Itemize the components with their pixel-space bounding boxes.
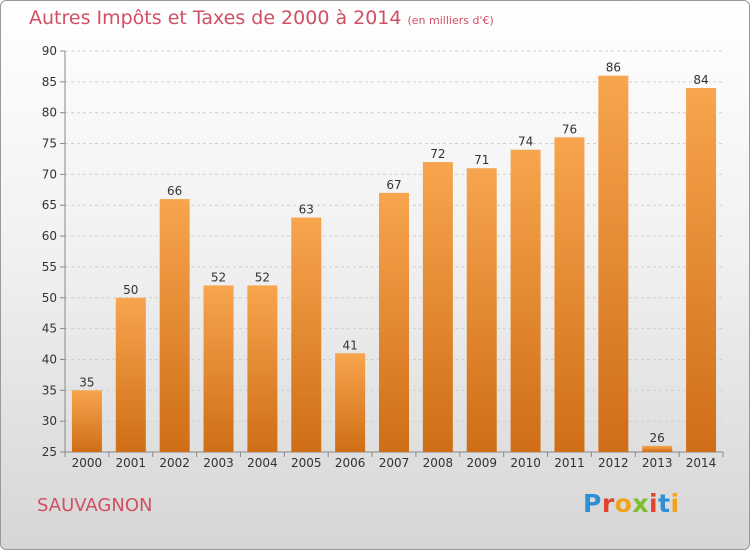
data-label: 52 [211,270,226,284]
logo-letter: o [614,489,633,518]
logo-letter: P [583,489,602,518]
x-tick-label: 2004 [247,456,278,470]
y-tick-label: 25 [42,445,57,459]
x-tick-label: 2002 [159,456,190,470]
bar [510,149,541,452]
y-tick-label: 70 [42,167,57,181]
data-label: 52 [255,270,270,284]
logo-letter: i [649,489,659,518]
bar [598,75,629,452]
data-labels: 35 50 66 52 52 63 41 67 72 71 74 76 86 26 84 [79,61,708,445]
y-tick-label: 30 [42,414,57,428]
y-tick-label: 50 [42,291,57,305]
logo-letter: x [632,489,649,518]
y-tick-label: 60 [42,229,57,243]
bar [291,217,322,452]
x-tick-label: 2006 [335,456,366,470]
bar [247,285,278,452]
y-tick-label: 65 [42,198,57,212]
data-label: 35 [79,375,94,389]
data-label: 41 [342,338,357,352]
x-tick-label: 2000 [72,456,103,470]
bar [335,353,366,452]
y-tick-labels: 25 30 35 40 45 50 55 60 65 70 75 80 85 90 [42,44,57,459]
x-tick-label: 2009 [466,456,497,470]
bar [115,297,146,452]
x-tick-label: 2013 [642,456,673,470]
bar [203,285,234,452]
x-tick-label: 2008 [423,456,454,470]
data-label: 26 [650,431,665,445]
data-label: 84 [693,73,708,87]
bar [71,390,102,452]
x-tick-label: 2012 [598,456,629,470]
bar [379,192,409,452]
bar [554,137,585,452]
data-label: 66 [167,184,182,198]
y-tick-label: 55 [42,260,57,274]
y-tick-label: 45 [42,322,57,336]
bar [422,162,453,453]
y-tick-label: 40 [42,352,57,366]
data-label: 76 [562,122,577,136]
bars [71,75,717,453]
data-label: 71 [474,153,489,167]
y-tick-label: 75 [42,137,57,151]
x-tick-label: 2003 [203,456,234,470]
bar [642,445,673,452]
commune-name: SAUVAGNON [37,495,153,516]
data-label: 67 [386,178,401,192]
y-tick-label: 80 [42,106,57,120]
y-tick-label: 35 [42,383,57,397]
x-tick-label: 2010 [510,456,541,470]
chart-title: Autres Impôts et Taxes de 2000 à 2014 (en… [29,7,494,29]
x-tick-label: 2011 [554,456,585,470]
y-tick-label: 85 [42,75,57,89]
logo-letter: i [670,489,680,518]
bar [686,88,717,452]
y-tick-label: 90 [42,44,57,58]
chart-subtitle: (en milliers d'€) [407,14,494,27]
data-label: 50 [123,283,138,297]
x-tick-label: 2001 [116,456,147,470]
x-tick-label: 2007 [379,456,410,470]
data-label: 72 [430,147,445,161]
x-tick-label: 2014 [686,456,717,470]
x-tick-label: 2005 [291,456,322,470]
data-label: 74 [518,135,533,149]
logo-letter: r [601,489,615,518]
bar [466,168,497,452]
proxiti-logo[interactable]: Proxiti [583,489,680,518]
logo-letter: t [658,489,671,518]
x-tick-labels: 2000 2001 2002 2003 2004 2005 2006 2007 2008 2009… [72,456,717,470]
data-label: 86 [606,61,621,75]
data-label: 63 [299,203,314,217]
bar [159,199,190,452]
